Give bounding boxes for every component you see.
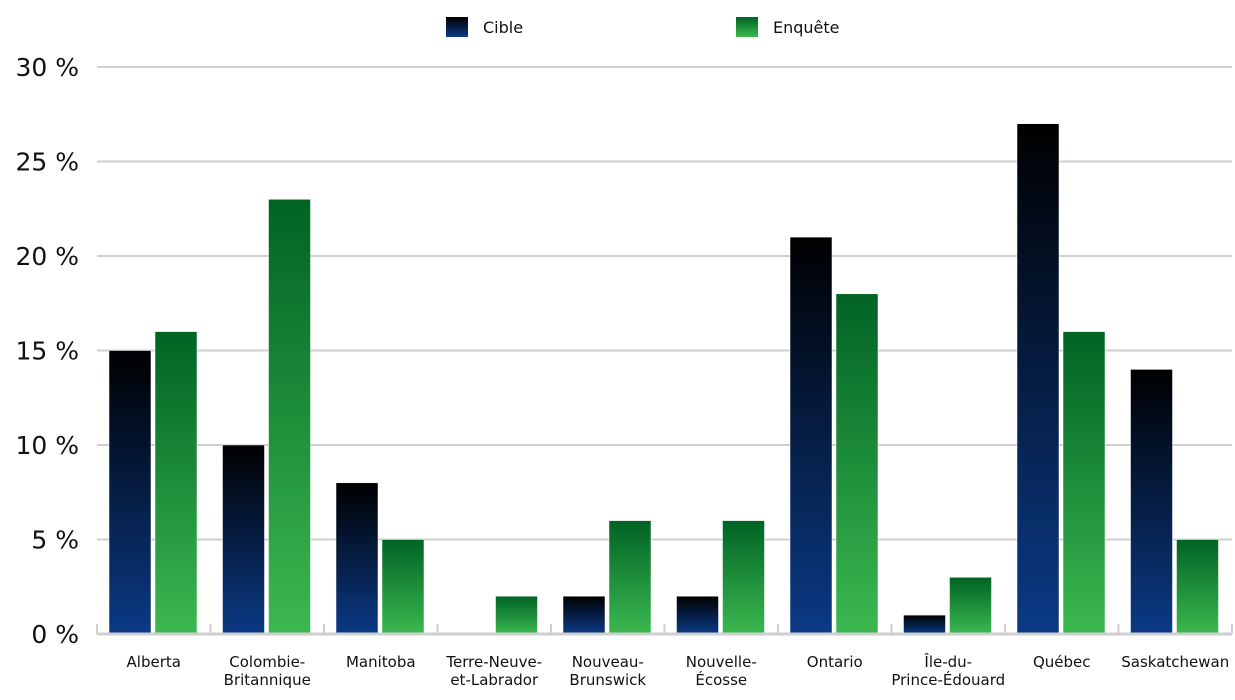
bar-cible: [903, 614, 946, 635]
bar-cible: [222, 444, 265, 635]
y-axis-ticks: 0 % 5 % 10 % 15 % 20 % 25 % 30 %: [15, 53, 79, 649]
bar-cible: [1016, 123, 1060, 635]
legend: Cible Enquête: [446, 17, 840, 37]
legend-swatch-enquete: [736, 17, 758, 37]
bar-enquete: [949, 577, 992, 635]
legend-label-cible: Cible: [483, 18, 523, 37]
bar-enquete: [835, 293, 879, 635]
bar-cible: [335, 482, 379, 635]
x-tick-label: Manitoba: [346, 653, 416, 671]
y-tick-label: 10 %: [15, 431, 79, 460]
x-axis: [96, 624, 1233, 636]
grid-lines: [97, 66, 1232, 541]
bar-cible: [789, 236, 833, 635]
bar-enquete: [495, 595, 538, 635]
bar-enquete: [722, 520, 765, 635]
bar-cible: [562, 595, 606, 635]
x-tick-label: Québec: [1033, 653, 1091, 671]
y-tick-label: 30 %: [15, 53, 79, 82]
bar-enquete: [608, 520, 652, 635]
x-tick-label: Alberta: [127, 653, 181, 671]
y-tick-label: 20 %: [15, 242, 79, 271]
x-tick-label: Nouveau-Brunswick: [569, 653, 646, 689]
legend-swatch-cible: [446, 17, 468, 37]
x-tick-label: Terre-Neuve-et-Labrador: [445, 653, 542, 689]
x-tick-label: Ontario: [807, 653, 863, 671]
x-tick-label: Colombie-Britannique: [224, 653, 311, 689]
x-axis-tick-labels: Alberta Colombie-Britannique Manitoba Terre…: [127, 652, 1230, 689]
bar-enquete: [1176, 539, 1219, 635]
x-tick-label: Nouvelle-Écosse: [686, 653, 757, 689]
y-tick-label: 15 %: [15, 337, 79, 366]
bar-cible: [676, 595, 719, 635]
bar-cible: [1130, 369, 1173, 635]
bar-enquete: [381, 539, 425, 635]
y-tick-label: 0 %: [31, 620, 79, 649]
y-tick-label: 25 %: [15, 148, 79, 177]
bar-enquete: [1062, 331, 1106, 635]
x-tick-label: Saskatchewan: [1121, 653, 1229, 671]
bar-cible: [108, 350, 152, 635]
bar-enquete: [154, 331, 198, 635]
bars: [108, 123, 1219, 635]
y-tick-label: 5 %: [31, 526, 79, 555]
bar-enquete: [268, 199, 311, 635]
legend-label-enquete: Enquête: [773, 18, 840, 37]
x-tick-label: Île-du-Prince-Édouard: [891, 652, 1005, 689]
